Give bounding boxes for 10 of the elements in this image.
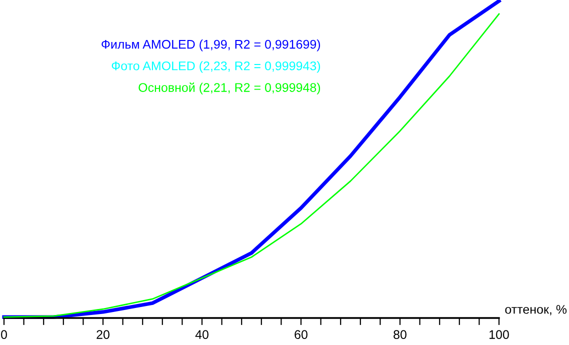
x-tick-label: 60 [294, 330, 308, 339]
text: Основной (2,21, R2 = 0,999948) [138, 82, 320, 94]
x-tick-label: 100 [490, 330, 509, 339]
x-tick-label: 0 [1, 330, 7, 339]
text: Фильм AMOLED (1,99, R2 = 0,991699) [102, 40, 320, 52]
x-tick-label: 40 [195, 330, 208, 339]
x-tick-label: 80 [394, 330, 406, 339]
x-tick-label: 20 [96, 330, 110, 339]
x-axis-title: оттенок, % [505, 305, 567, 316]
legend-label: Фото AMOLED (2,23, R2 = 0,999943) [112, 61, 320, 73]
